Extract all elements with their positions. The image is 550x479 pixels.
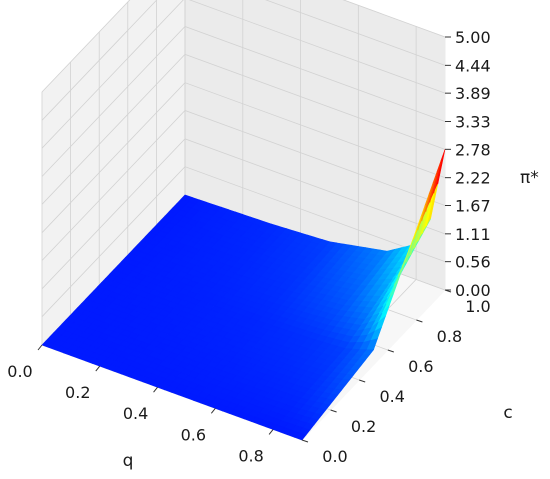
z-tick-label: 5.00 <box>455 28 491 47</box>
y-tick-label: 0.2 <box>351 417 376 436</box>
x-tick-mark <box>268 429 274 435</box>
z-tick-label: 3.89 <box>455 84 491 103</box>
z-tick-label: 4.44 <box>455 56 491 75</box>
x-axis-title: q <box>123 451 134 471</box>
x-tick-mark <box>95 365 101 372</box>
z-grid-line <box>41 110 446 261</box>
y-tick-mark <box>387 349 394 353</box>
y-tick-label: 1.0 <box>465 297 490 316</box>
z-tick-label: 0.00 <box>455 281 491 300</box>
y-tick-label: 0.8 <box>437 327 462 346</box>
z-grid-line <box>41 138 446 290</box>
z-tick-label: 0.56 <box>455 253 491 272</box>
x-tick-mark <box>37 344 43 351</box>
z-grid-line <box>41 0 446 149</box>
x-tick-mark <box>153 386 158 393</box>
z-tick-label: 2.78 <box>455 140 491 159</box>
y-tick-mark <box>359 379 366 383</box>
y-tick-label: 0.4 <box>379 387 404 406</box>
y-tick-mark <box>301 439 309 443</box>
y-tick-label: 0.0 <box>322 447 347 466</box>
z-tick-label: 1.11 <box>455 225 491 244</box>
y-tick-label: 0.6 <box>408 357 433 376</box>
z-tick-label: 3.33 <box>455 113 491 132</box>
z-tick-label: 1.67 <box>455 196 491 215</box>
surface-mesh <box>41 149 446 441</box>
tick-marks <box>37 36 452 443</box>
y-tick-mark <box>330 409 337 413</box>
x-tick-mark <box>210 408 216 414</box>
tick-labels: 0.00.20.40.60.8 0.00.20.40.60.81.00.000.5… <box>7 28 490 466</box>
x-tick-label: 0.4 <box>123 404 148 423</box>
x-tick-label: 0.6 <box>181 425 206 444</box>
surface-cell <box>41 340 54 348</box>
z-grid-line <box>41 82 446 233</box>
z-grid-line <box>41 53 446 205</box>
x-tick-label: 0.2 <box>65 383 90 402</box>
z-tick-label: 2.22 <box>455 169 491 188</box>
z-grid-line <box>41 26 446 177</box>
x-tick-label: 0.0 <box>7 362 32 381</box>
z-grid-line <box>41 0 446 121</box>
y-tick-mark <box>416 319 423 323</box>
z-grid-line <box>41 166 446 317</box>
z-axis-title: π* <box>520 168 539 188</box>
z-grid-line <box>41 0 446 93</box>
y-axis-title: c <box>503 403 512 423</box>
x-tick-label: 0.8 <box>238 446 263 465</box>
